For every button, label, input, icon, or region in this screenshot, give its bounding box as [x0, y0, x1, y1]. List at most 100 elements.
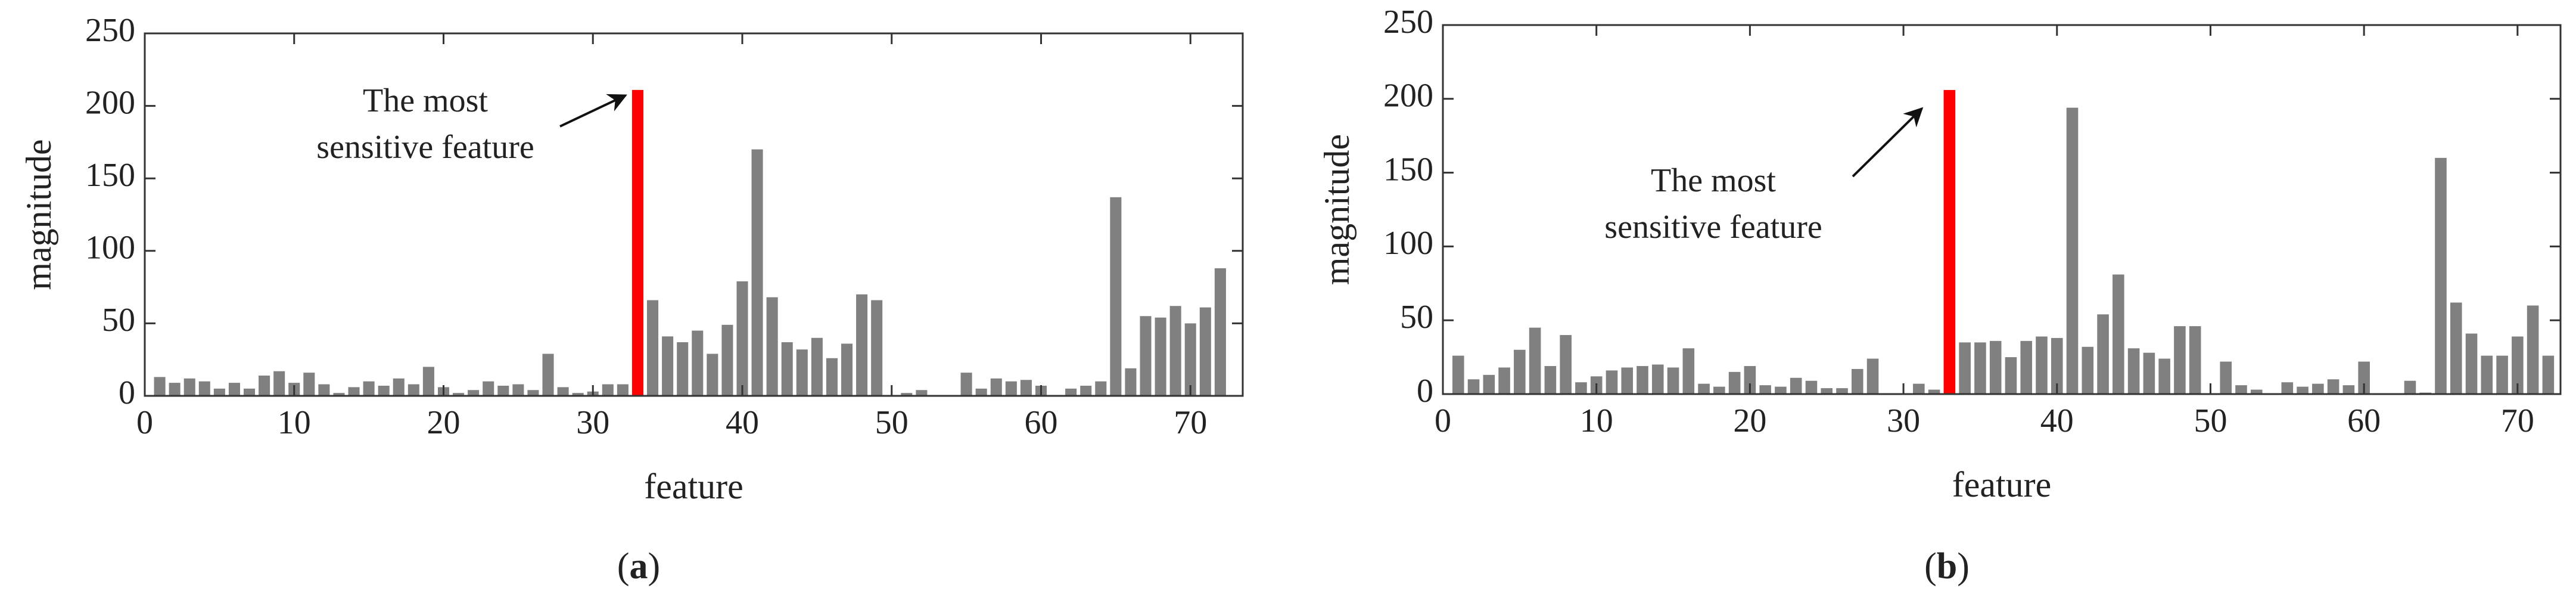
- bar: [407, 384, 419, 396]
- bar: [2097, 314, 2109, 394]
- annotation: sensitive feature: [316, 129, 534, 166]
- y-tick-label: 50: [102, 302, 135, 339]
- bar: [1651, 364, 1664, 394]
- x-tick-label: 30: [1887, 402, 1920, 439]
- bar: [2174, 326, 2186, 394]
- annotation: sensitive feature: [1604, 209, 1822, 246]
- bar: [1483, 374, 1495, 394]
- bar: [453, 393, 465, 396]
- bar: [1110, 197, 1122, 396]
- bar: [1790, 377, 1802, 394]
- bar: [2297, 386, 2309, 394]
- bar: [1713, 386, 1725, 394]
- bar: [960, 373, 972, 396]
- bar: [2312, 383, 2324, 394]
- x-tick-label: 60: [2347, 402, 2381, 439]
- bar: [483, 381, 494, 396]
- bar: [1140, 316, 1152, 396]
- bar: [856, 294, 868, 396]
- bar: [1606, 370, 1618, 394]
- x-tick-label: 40: [726, 404, 759, 441]
- bar: [1005, 381, 1017, 396]
- y-tick-label: 50: [1400, 299, 1433, 336]
- plot-frame: [144, 32, 1244, 397]
- bar: [363, 381, 375, 396]
- bar: [2435, 157, 2447, 394]
- x-axis-label: feature: [644, 467, 743, 506]
- bar: [1214, 268, 1226, 396]
- x-tick-label: 0: [1435, 402, 1451, 439]
- bar: [303, 373, 315, 396]
- bar: [2235, 385, 2247, 394]
- bar: [2358, 361, 2370, 394]
- bar: [707, 354, 718, 396]
- bar: [796, 349, 808, 396]
- bar: [2481, 355, 2493, 394]
- bar: [2281, 382, 2294, 394]
- bar: [2527, 305, 2539, 394]
- bar: [662, 336, 674, 396]
- x-tick-label: 30: [576, 404, 609, 441]
- x-tick-label: 10: [278, 404, 311, 441]
- bar: [2327, 379, 2339, 394]
- bar: [1560, 334, 1572, 394]
- bar: [1866, 358, 1879, 394]
- bar: [1728, 371, 1741, 394]
- bar: [1529, 327, 1541, 394]
- bar: [2051, 337, 2063, 394]
- bar: [2005, 357, 2017, 394]
- bar: [1155, 317, 1166, 396]
- bar: [2542, 355, 2555, 394]
- x-tick-label: 50: [2194, 402, 2227, 439]
- y-tick-label: 200: [85, 84, 135, 121]
- bar: [333, 393, 345, 396]
- bar: [393, 378, 405, 396]
- y-axis-label: magnitude: [1317, 134, 1357, 285]
- bar: [2250, 389, 2263, 394]
- bar: [781, 342, 793, 396]
- y-tick-label: 250: [85, 12, 135, 49]
- arrow: [559, 94, 627, 128]
- bar: [527, 390, 539, 396]
- y-tick-label: 250: [1383, 4, 1433, 41]
- bar: [1095, 381, 1107, 396]
- bar: [259, 375, 270, 396]
- bar: [1575, 382, 1587, 394]
- bar: [273, 371, 285, 396]
- y-tick-label: 0: [1417, 373, 1433, 410]
- bar: [572, 393, 584, 396]
- x-tick-label: 0: [136, 404, 153, 441]
- bar: [2020, 340, 2033, 394]
- x-tick-label: 70: [1174, 404, 1207, 441]
- bar: [975, 388, 987, 396]
- bar: [1913, 383, 1925, 394]
- bar: [1184, 323, 1196, 396]
- y-tick-label: 150: [85, 157, 135, 194]
- bar: [1928, 389, 1940, 394]
- bar: [318, 384, 330, 396]
- bar: [512, 384, 524, 396]
- bar: [602, 384, 614, 396]
- bar: [2127, 348, 2140, 394]
- bar: [826, 358, 838, 396]
- x-axis-label: feature: [1952, 465, 2052, 504]
- bar: [1169, 306, 1181, 396]
- x-tick-label: 70: [2501, 402, 2534, 439]
- bar: [2113, 274, 2124, 394]
- bar: [1989, 340, 2002, 394]
- bar: [736, 281, 748, 396]
- bar: [1452, 355, 1464, 394]
- bar: [617, 384, 629, 396]
- bar: [841, 343, 853, 396]
- bar: [721, 324, 733, 396]
- annotation: The most: [1651, 162, 1776, 199]
- annotation: The most: [363, 82, 488, 119]
- bar: [1544, 365, 1557, 394]
- bar: [2496, 355, 2508, 394]
- bar: [871, 300, 883, 396]
- bar: [2158, 358, 2170, 394]
- bar: [677, 342, 689, 396]
- plot-frame: [1442, 24, 2562, 395]
- bar: [1698, 383, 1710, 394]
- bar: [2512, 336, 2524, 394]
